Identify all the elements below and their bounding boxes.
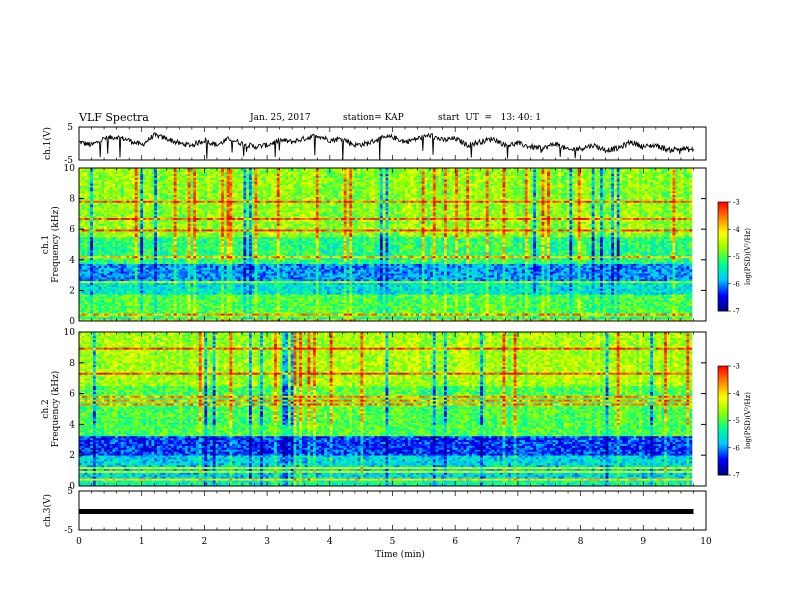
spectrogram-ytick-label: 10 xyxy=(64,164,76,174)
spectrogram-ytick-label: 6 xyxy=(69,225,75,235)
colorbar-tick-label: -4 xyxy=(733,226,740,234)
spectrogram-ytick-label: 4 xyxy=(69,256,75,266)
ch3-ylabel: ch.3(V) xyxy=(42,494,53,527)
colorbar-tick-label: -7 xyxy=(733,472,740,480)
spectrogram-ylabel-channel: ch.1 xyxy=(41,235,51,254)
spectrogram-2 xyxy=(79,332,692,486)
x-tick-label: 7 xyxy=(515,537,521,547)
ch3-ytick-label: 5 xyxy=(67,487,73,497)
colorbar-tick-label: -7 xyxy=(733,308,740,316)
colorbar-2 xyxy=(718,366,728,475)
colorbar-tick-label: -6 xyxy=(733,280,740,288)
spectrogram-ytick-label: 2 xyxy=(69,451,75,461)
spectrogram-ytick-label: 2 xyxy=(69,286,75,296)
spectrogram-ytick-label: 8 xyxy=(69,195,75,205)
x-tick-label: 1 xyxy=(139,537,145,547)
x-axis-label: Time (min) xyxy=(375,549,425,560)
x-tick-label: 4 xyxy=(327,537,333,547)
spectrogram-ytick-label: 4 xyxy=(69,420,75,430)
spectrogram-ytick-label: 8 xyxy=(69,359,75,369)
colorbar-tick-label: -3 xyxy=(733,199,740,207)
colorbar-tick-label: -3 xyxy=(733,363,740,371)
spectrogram-ytick-label: 6 xyxy=(69,390,75,400)
vlf-figure: 5-5ch.1(V)0246810ch.1 Frequency (kHz)-3-4… xyxy=(0,0,792,612)
x-tick-label: 8 xyxy=(578,537,584,547)
ch3-ytick-label: -5 xyxy=(64,526,73,536)
ch1-ytick-label: 5 xyxy=(67,123,73,133)
x-tick-label: 0 xyxy=(76,537,82,547)
colorbar-label: log(PSD)(V²/Hz) xyxy=(744,392,752,449)
spectrogram-ytick-label: 10 xyxy=(64,328,76,338)
colorbar-label: log(PSD)(V²/Hz) xyxy=(744,228,752,285)
colorbar-tick-label: -5 xyxy=(733,417,740,425)
colorbar-1 xyxy=(718,202,728,311)
ch1-ylabel: ch.1(V) xyxy=(42,127,53,160)
spectrogram-1 xyxy=(79,168,692,321)
x-tick-label: 3 xyxy=(264,537,270,547)
spectrogram-ylabel-channel: ch.2 xyxy=(41,399,51,418)
ch1-trace xyxy=(79,133,694,160)
colorbar-tick-label: -4 xyxy=(733,390,740,398)
x-tick-label: 9 xyxy=(640,537,646,547)
colorbar-tick-label: -6 xyxy=(733,444,740,452)
x-tick-label: 5 xyxy=(390,537,396,547)
x-tick-label: 2 xyxy=(202,537,208,547)
spectrogram-ytick-label: 0 xyxy=(69,317,75,327)
x-tick-label: 10 xyxy=(700,537,712,547)
colorbar-tick-label: -5 xyxy=(733,253,740,261)
spectrogram-ylabel-frequency: Frequency (kHz) xyxy=(50,371,61,448)
spectrogram-ylabel-frequency: Frequency (kHz) xyxy=(50,206,61,283)
x-tick-label: 6 xyxy=(452,537,458,547)
